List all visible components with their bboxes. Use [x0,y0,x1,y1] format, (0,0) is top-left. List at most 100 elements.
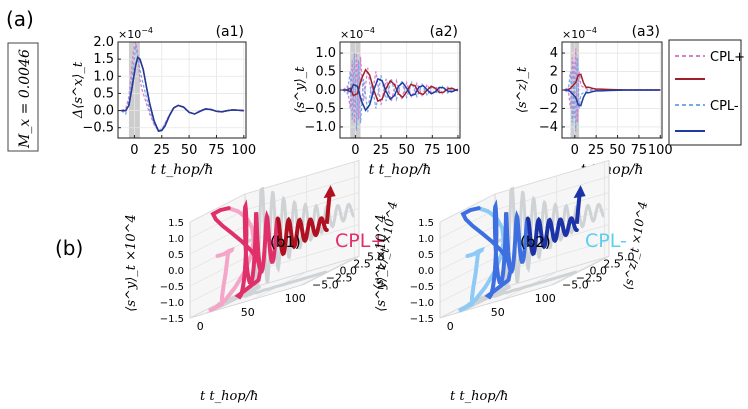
grid-y-side [189,257,246,287]
x-tick-label: 25 [153,143,170,158]
x-tick-label: 75 [208,143,225,158]
axis-multiplier-exponent: −4 [585,26,597,35]
trajectory-segment-2 [275,216,329,257]
series-cpl- [564,57,661,132]
x-tick-label: 75 [631,143,648,158]
y-tick-label: 1.5 [93,52,114,67]
x-tick-label: 0 [447,320,454,333]
x-tick-label: 100 [535,292,556,305]
trajectory-arrowhead [573,185,586,199]
grid-y [494,256,610,291]
y-axis-label: ⟨s^z⟩_t [515,66,530,113]
y-tick-label: 1.0 [315,46,336,61]
y-tick-label: 0.5 [168,250,184,261]
y-axis-label: Δ⟨s^x⟩_t [71,61,86,119]
x-tick-label: 50 [241,306,255,319]
axis-multiplier-exponent: −4 [141,26,153,35]
legend-label-cpl-minus: CPL- [710,99,739,114]
chart-subtitle: (b2) [520,233,551,251]
series-cpl- [564,48,661,123]
y-tick-label: 0.0 [315,83,336,98]
y-tick-label: −2 [539,101,558,116]
y-tick-label: −0.5 [160,282,184,293]
series-cpl- [342,53,459,131]
axis-multiplier-exponent: −4 [363,26,375,35]
z-tick-label: −2.5 [326,271,353,284]
y-tick-label: 1.0 [93,69,114,84]
trajectory-segment-1 [210,199,280,300]
chart-b1: 1.51.00.50.0−0.5−1.0−1.50501005.02.50.0−… [124,159,400,404]
chart-title: CPL+ [335,230,386,252]
legend: CPL+ CPL- [668,39,745,146]
x-tick-label: 0 [571,143,579,158]
z-tick-label: 0.0 [340,264,358,277]
z-tick-label: 2.5 [603,257,621,270]
x-tick-label: 0 [130,143,138,158]
x-axis-label: t t_hop/ħ [369,162,432,178]
grid-y-side [189,225,246,255]
grid-y [244,256,360,291]
chart-a2: 0 25 50 75 100 1.0 0.5 0.0 −0.5 −1.0 ×10−4 (a2) t t_… [293,24,470,178]
y-tick-label: −1.0 [304,120,336,135]
chart-subtitle: (a3) [632,24,660,40]
trajectory-segment-1 [460,199,530,300]
y-tick-label: −1.0 [410,298,434,309]
x-axis-label: t t_hop/ħ [450,389,508,404]
panel-label-b: (b) [55,236,83,260]
x-tick-label: 50 [398,143,415,158]
trajectory-arrow [324,193,332,224]
y-tick-label: −1.0 [160,298,184,309]
x-tick-label: 50 [609,143,626,158]
grid-y-side [189,209,246,239]
x-tick-label: 0 [351,143,359,158]
panel-label-a: (a) [6,7,34,31]
projection-back [244,186,355,289]
y-tick-label: 0.5 [418,250,434,261]
y-tick-label: 4 [550,46,558,61]
axis-multiplier: ×10−4 [340,26,375,41]
chart-subtitle: (b1) [270,233,301,251]
x-tick-label: 75 [424,143,441,158]
series-cpl-avg- [343,77,459,112]
grid-y-side [439,193,496,223]
z-tick-label: 0.0 [590,264,608,277]
axes-frame [117,41,247,139]
series-cpl-avg- [121,56,244,132]
trajectory-segment-2 [525,216,579,257]
y-tick-label: −0.5 [82,121,114,136]
trajectory-arrow [574,193,582,224]
y-tick-label: −4 [539,120,558,135]
grid-y-side [189,273,246,303]
z-tick-label: 5.0 [367,250,385,263]
x-tick-label: 100 [446,143,471,158]
x-axis-label: t t_hop/ħ [200,389,258,404]
grid-y-side [439,225,496,255]
axis-multiplier: ×10−4 [118,26,153,41]
y-tick-label: −1.5 [410,314,434,325]
z-tick-label: −5.0 [562,278,589,291]
y-tick-label: −0.5 [304,101,336,116]
x-tick-label: 100 [285,292,306,305]
chart-subtitle: (a2) [430,24,458,40]
y-tick-label: 1.0 [418,234,434,245]
axis-multiplier: ×10−4 [562,26,597,41]
y-axis-label: ⟨s^y⟩_t [293,66,308,114]
trajectory-arrowhead [323,185,336,199]
y-tick-label: 1.5 [168,218,184,229]
y-axis-label: ⟨s^y⟩_t ×10^4 [124,214,139,312]
legend-frame [668,39,742,146]
y-tick-label: 0.5 [93,86,114,101]
magnetization-label: M_x = 0.0046 [17,49,33,149]
y-tick-label: 0 [550,83,558,98]
y-tick-label: 0.0 [93,104,114,119]
grid-y-side [439,273,496,303]
x-tick-label: 100 [231,143,256,158]
y-tick-label: 0.0 [418,266,434,277]
series-cpl-avg- [343,68,459,103]
series-cpl-avg- [564,89,661,107]
y-tick-label: 0.5 [315,65,336,80]
y-tick-label: 1.0 [168,234,184,245]
y-tick-label: 1.5 [418,218,434,229]
grid-y-side [439,257,496,287]
x-tick-label: 50 [181,143,198,158]
